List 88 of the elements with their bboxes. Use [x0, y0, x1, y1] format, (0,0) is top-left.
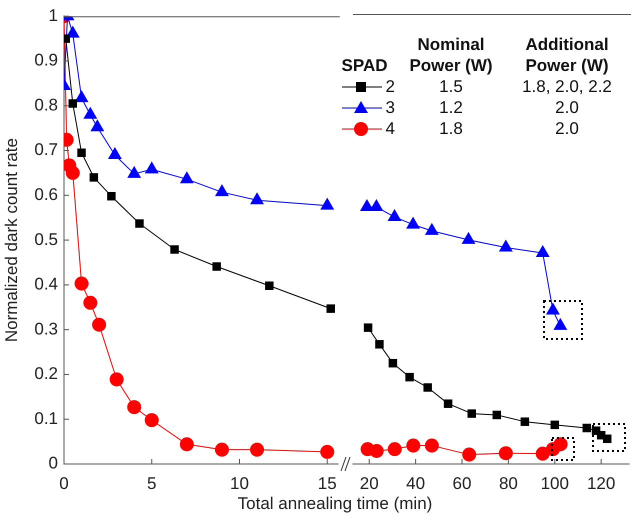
- x-tick-label: 5: [147, 474, 156, 493]
- point: [170, 245, 179, 254]
- x-tick-label: 10: [230, 474, 249, 493]
- point: [212, 262, 221, 271]
- annotation: Nominal Power (W): [408, 34, 494, 76]
- point: [180, 437, 194, 452]
- annotation: 1.8, 2.0, 2.2: [521, 76, 613, 97]
- legend-label: 3: [386, 97, 395, 118]
- x-tick-label: 100: [540, 474, 569, 493]
- point: [74, 90, 88, 102]
- annotation: 1.2: [438, 97, 464, 118]
- y-tick-label: 0.1: [34, 408, 58, 428]
- y-tick-label: 0.8: [34, 95, 58, 114]
- y-axis-title: Normalized dark count rate: [2, 138, 21, 342]
- point: [127, 166, 142, 178]
- point: [468, 409, 476, 418]
- x-tick-label: 40: [406, 474, 426, 493]
- y-tick-label: 0.3: [34, 319, 58, 338]
- y-tick-label: 1: [48, 6, 58, 25]
- y-tick-label: 0: [48, 454, 58, 473]
- x-tick-label: 120: [586, 474, 616, 493]
- annotation: 2.0: [554, 118, 580, 139]
- y-tick-label: 0.9: [34, 50, 58, 70]
- point: [215, 184, 229, 196]
- point: [135, 219, 144, 228]
- x-tick-label: 15: [318, 474, 337, 493]
- point: [462, 232, 476, 244]
- point: [388, 442, 402, 456]
- point: [498, 240, 513, 252]
- legend-label: 2: [386, 76, 395, 97]
- point: [92, 318, 106, 332]
- y-tick-label: 0.2: [34, 364, 58, 384]
- point: [424, 438, 439, 453]
- y-tick-label: 0.4: [34, 274, 58, 294]
- x-tick-label: 80: [498, 474, 518, 493]
- annotation: 1.8: [438, 118, 464, 139]
- point: [520, 417, 530, 426]
- legend-title: SPAD: [340, 55, 389, 76]
- y-tick-label: 0.6: [34, 185, 58, 204]
- point: [462, 448, 476, 462]
- point: [68, 99, 78, 108]
- point: [424, 222, 439, 235]
- point: [492, 410, 502, 420]
- point: [582, 424, 592, 432]
- point: [265, 282, 274, 290]
- y-tick-label: 0.5: [34, 230, 58, 249]
- point: [406, 438, 420, 453]
- point: [127, 400, 142, 414]
- annotation: Additional Power (W): [524, 34, 610, 76]
- point: [536, 244, 550, 257]
- point: [90, 119, 104, 132]
- x-tick-label: 20: [360, 474, 379, 493]
- point: [74, 276, 89, 291]
- point: [388, 208, 402, 221]
- point: [250, 192, 264, 204]
- point: [214, 442, 229, 457]
- point: [406, 216, 420, 229]
- point: [364, 323, 372, 332]
- point: [375, 340, 384, 349]
- point: [110, 372, 124, 386]
- point: [320, 444, 334, 459]
- x-axis-title: Total annealing time (min): [236, 494, 434, 514]
- point: [444, 399, 452, 408]
- point: [66, 166, 80, 180]
- point: [546, 302, 560, 315]
- point: [423, 383, 432, 392]
- point: [388, 358, 398, 368]
- x-tick-label: 60: [452, 474, 472, 493]
- point: [250, 442, 264, 457]
- point: [144, 413, 159, 428]
- annotation: 2.0: [554, 97, 580, 118]
- point: [83, 296, 98, 310]
- point: [77, 148, 86, 158]
- point: [90, 173, 98, 182]
- legend-label: 4: [386, 118, 395, 139]
- point: [370, 444, 384, 458]
- point: [550, 420, 560, 430]
- annotation: 1.5: [438, 76, 464, 97]
- point: [83, 106, 98, 119]
- point: [498, 446, 513, 460]
- point: [108, 147, 122, 160]
- point: [107, 192, 116, 200]
- y-tick-label: 0.7: [34, 140, 58, 160]
- point: [326, 304, 335, 313]
- point: [320, 198, 334, 210]
- point: [180, 171, 194, 184]
- point: [405, 372, 414, 382]
- point: [144, 161, 159, 174]
